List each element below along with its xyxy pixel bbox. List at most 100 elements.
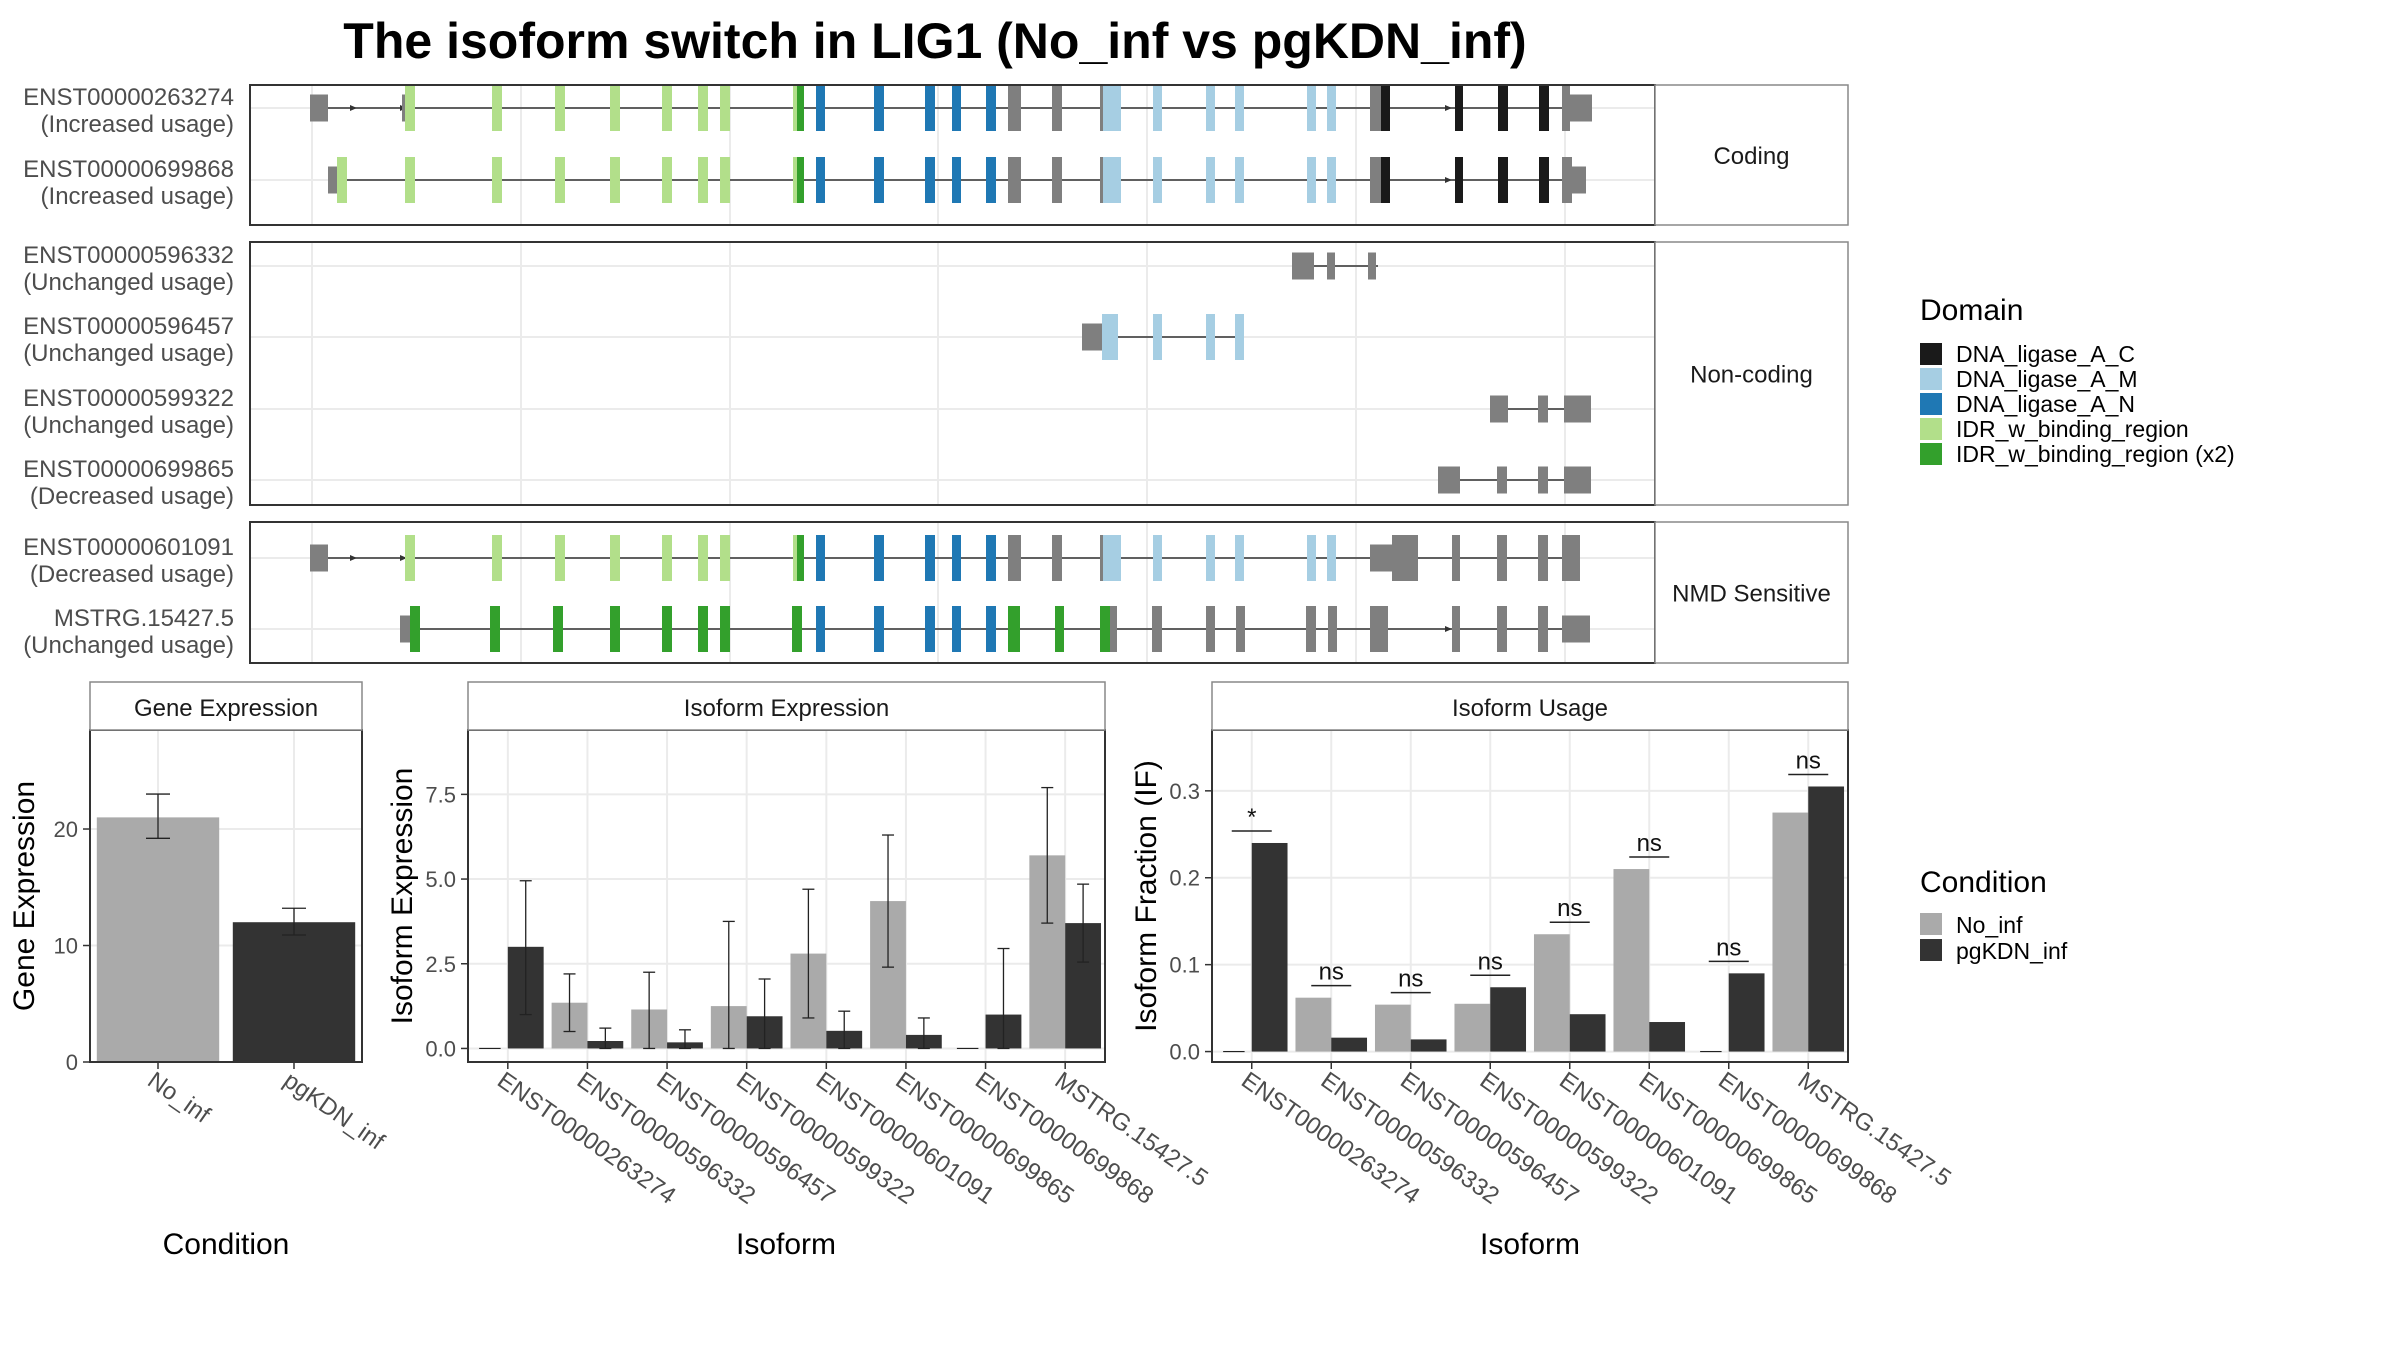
transcript-usage-label: (Unchanged usage) [23, 632, 234, 659]
transcript-model [328, 157, 1586, 203]
exon-utr [1562, 157, 1572, 203]
exon-utr [1110, 606, 1117, 652]
exon-utr [1562, 85, 1570, 131]
exon-M [1327, 535, 1336, 581]
error-bar [1077, 883, 1090, 963]
significance-label: ns [1716, 934, 1741, 961]
exon-M [1153, 85, 1162, 131]
exon-IDR2 [797, 85, 804, 131]
y-tick-label: 0.0 [425, 1036, 456, 1061]
transcript-usage-label: (Unchanged usage) [23, 412, 234, 439]
y-tick-label: 0.1 [1169, 953, 1200, 978]
exon-utr [1327, 252, 1335, 280]
exon-N [816, 535, 825, 581]
group-strip-label: NMD Sensitive [1672, 581, 1831, 608]
exon-utr [1306, 606, 1316, 652]
error-bar [802, 888, 815, 1019]
exon-utr [1452, 535, 1460, 581]
exon-utr [1100, 157, 1104, 203]
error-bar [997, 947, 1010, 1050]
error-bar [519, 880, 532, 1016]
significance-label: ns [1319, 959, 1344, 986]
exon-IDR [405, 85, 415, 131]
exon-utr [1328, 606, 1337, 652]
error-bar [146, 793, 170, 839]
transcript-id-label: ENST00000599322 [23, 385, 234, 412]
bar [96, 817, 220, 1062]
exon-IDR [337, 157, 347, 203]
y-axis-label: Isoform Expression [386, 768, 419, 1025]
exon-M [1235, 157, 1244, 203]
x-axis-label: Condition [163, 1228, 290, 1261]
exon-C [1381, 157, 1390, 203]
strand-arrow [350, 105, 357, 111]
domain-legend-swatch [1920, 418, 1942, 440]
exon-utr [1570, 94, 1592, 122]
exon-M [1307, 157, 1316, 203]
exon-IDR [492, 535, 502, 581]
exon-C [1381, 85, 1390, 131]
exon-IDR [610, 85, 620, 131]
significance-label: ns [1398, 966, 1423, 993]
exon-IDR [698, 157, 708, 203]
domain-legend-label: DNA_ligase_A_N [1956, 391, 2135, 417]
chart-title-strip [467, 681, 1106, 731]
exon-M [1235, 535, 1244, 581]
exon-IDR2 [698, 606, 708, 652]
exon-IDR2 [1055, 606, 1064, 652]
exon-utr [1452, 606, 1460, 652]
exon-M [1327, 85, 1336, 131]
error-bar [643, 971, 656, 1050]
transcript-model [1438, 466, 1591, 494]
transcript-id-label: ENST00000699868 [23, 156, 234, 183]
exon-C [1498, 157, 1508, 203]
exon-N [874, 535, 884, 581]
y-axis-label: Isoform Fraction (IF) [1130, 760, 1163, 1032]
exon-N [874, 85, 884, 131]
bar [1649, 1022, 1686, 1052]
bar [232, 922, 356, 1062]
y-tick-label: 0.2 [1169, 866, 1200, 891]
exon-utr [1052, 85, 1062, 131]
exon-N [952, 157, 961, 203]
bar [1533, 934, 1570, 1052]
significance-label: ns [1478, 948, 1503, 975]
exon-IDR [662, 157, 672, 203]
error-bar [599, 1027, 612, 1050]
exon-IDR2 [1008, 606, 1020, 652]
error-bar [882, 834, 895, 968]
transcript-model [1292, 252, 1378, 280]
exon-M [1206, 157, 1215, 203]
exon-utr [1490, 395, 1508, 423]
bar [1613, 869, 1650, 1052]
exon-C [1455, 157, 1463, 203]
exon-M [1307, 85, 1316, 131]
exon-N [986, 606, 996, 652]
domain-legend-swatch [1920, 443, 1942, 465]
transcript-usage-label: (Unchanged usage) [23, 269, 234, 296]
bar [1772, 812, 1809, 1052]
error-bar [678, 1029, 691, 1050]
exon-IDR [555, 85, 565, 131]
transcript-id-label: MSTRG.15427.5 [54, 605, 234, 632]
exon-IDR [405, 157, 415, 203]
exon-utr [1052, 157, 1062, 203]
exon-N [816, 157, 825, 203]
exon-utr [1082, 323, 1102, 351]
exon-utr [400, 615, 410, 643]
exon-N [952, 85, 961, 131]
exon-IDR [610, 157, 620, 203]
y-tick-label: 2.5 [425, 952, 456, 977]
bar [1808, 786, 1845, 1052]
y-tick-label: 10 [54, 934, 78, 959]
exon-utr [1370, 544, 1392, 572]
exon-utr [1497, 606, 1507, 652]
exon-M [1103, 157, 1121, 203]
exon-C [1455, 85, 1463, 131]
y-tick-label: 5.0 [425, 867, 456, 892]
exon-C [1539, 157, 1549, 203]
condition-legend-swatch [1920, 939, 1942, 961]
exon-IDR [555, 535, 565, 581]
exon-utr [1497, 466, 1507, 494]
